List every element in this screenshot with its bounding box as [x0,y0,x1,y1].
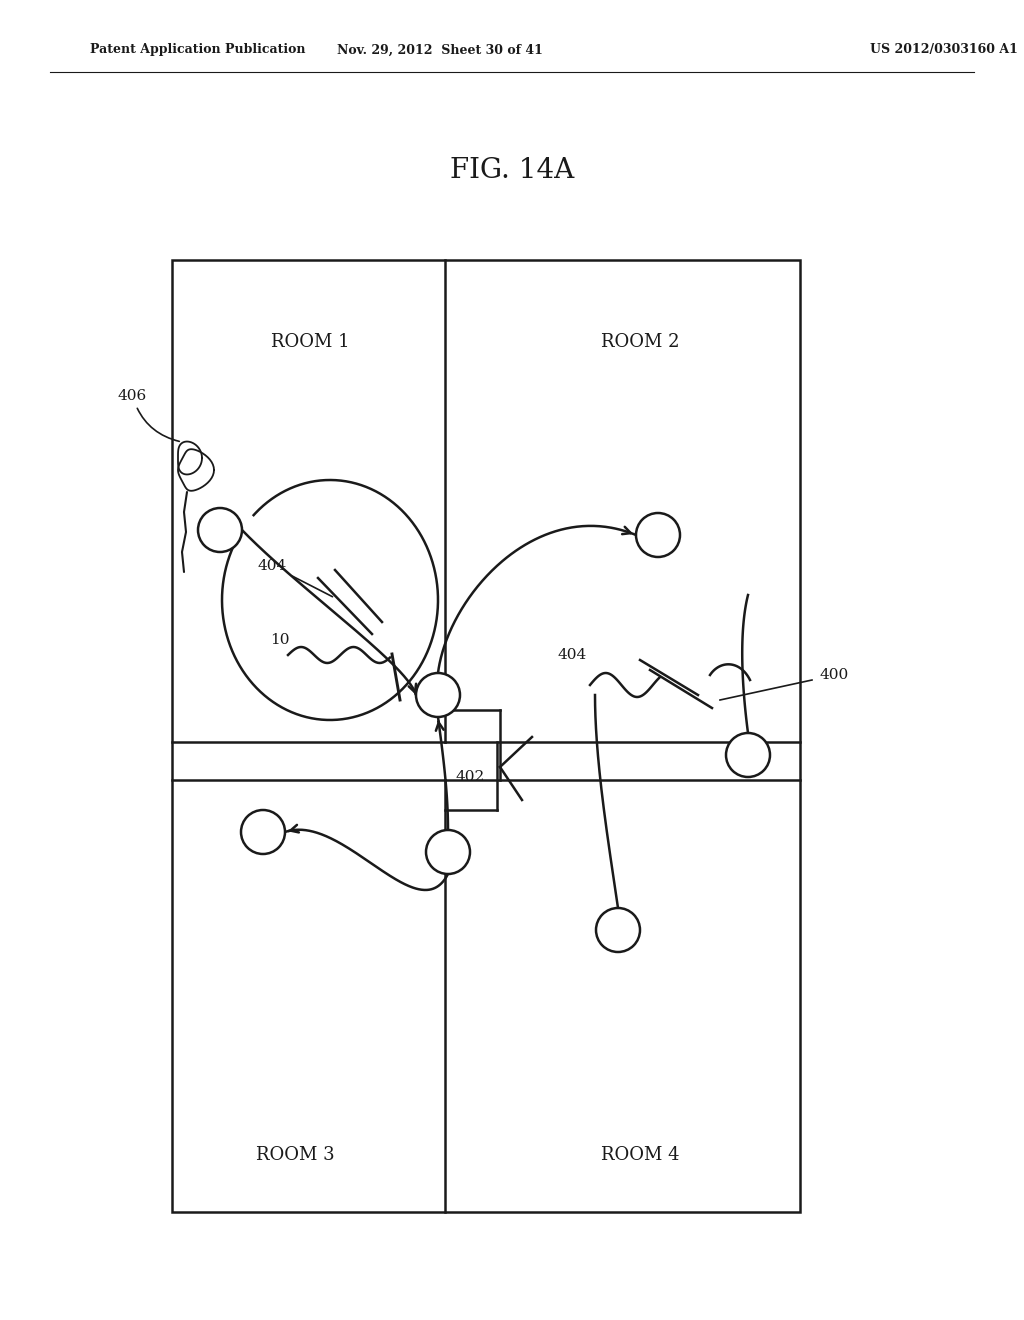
Text: 406: 406 [118,389,179,441]
Text: US 2012/0303160 A1: US 2012/0303160 A1 [870,44,1018,57]
Circle shape [726,733,770,777]
Text: 402: 402 [455,770,484,784]
Text: Nov. 29, 2012  Sheet 30 of 41: Nov. 29, 2012 Sheet 30 of 41 [337,44,543,57]
Circle shape [426,830,470,874]
Text: 10: 10 [270,634,290,647]
Text: Patent Application Publication: Patent Application Publication [90,44,305,57]
Text: FIG. 14A: FIG. 14A [450,157,574,183]
Text: 404: 404 [258,558,333,597]
Circle shape [416,673,460,717]
Text: ROOM 3: ROOM 3 [256,1146,334,1164]
Circle shape [198,508,242,552]
Circle shape [241,810,285,854]
Circle shape [636,513,680,557]
Text: ROOM 1: ROOM 1 [270,333,349,351]
Text: 404: 404 [558,648,587,663]
Text: ROOM 2: ROOM 2 [601,333,679,351]
Text: ROOM 4: ROOM 4 [601,1146,679,1164]
Circle shape [596,908,640,952]
Text: 400: 400 [820,668,849,682]
